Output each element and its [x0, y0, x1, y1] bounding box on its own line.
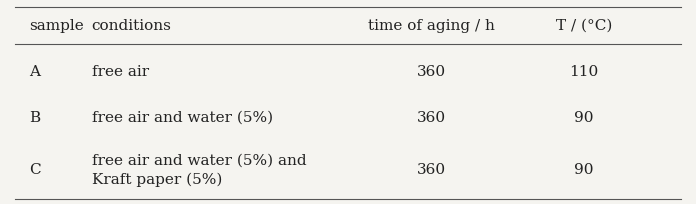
Text: A: A: [29, 65, 40, 79]
Text: T / (°C): T / (°C): [555, 19, 612, 32]
Text: conditions: conditions: [91, 19, 171, 32]
Text: 90: 90: [574, 111, 594, 125]
Text: 360: 360: [417, 65, 445, 79]
Text: free air: free air: [91, 65, 149, 79]
Text: 110: 110: [569, 65, 599, 79]
Text: C: C: [29, 163, 41, 177]
Text: 360: 360: [417, 111, 445, 125]
Text: free air and water (5%): free air and water (5%): [91, 111, 273, 125]
Text: time of aging / h: time of aging / h: [367, 19, 495, 32]
Text: free air and water (5%) and
Kraft paper (5%): free air and water (5%) and Kraft paper …: [91, 154, 306, 187]
Text: B: B: [29, 111, 40, 125]
Text: sample: sample: [29, 19, 84, 32]
Text: 90: 90: [574, 163, 594, 177]
Text: 360: 360: [417, 163, 445, 177]
